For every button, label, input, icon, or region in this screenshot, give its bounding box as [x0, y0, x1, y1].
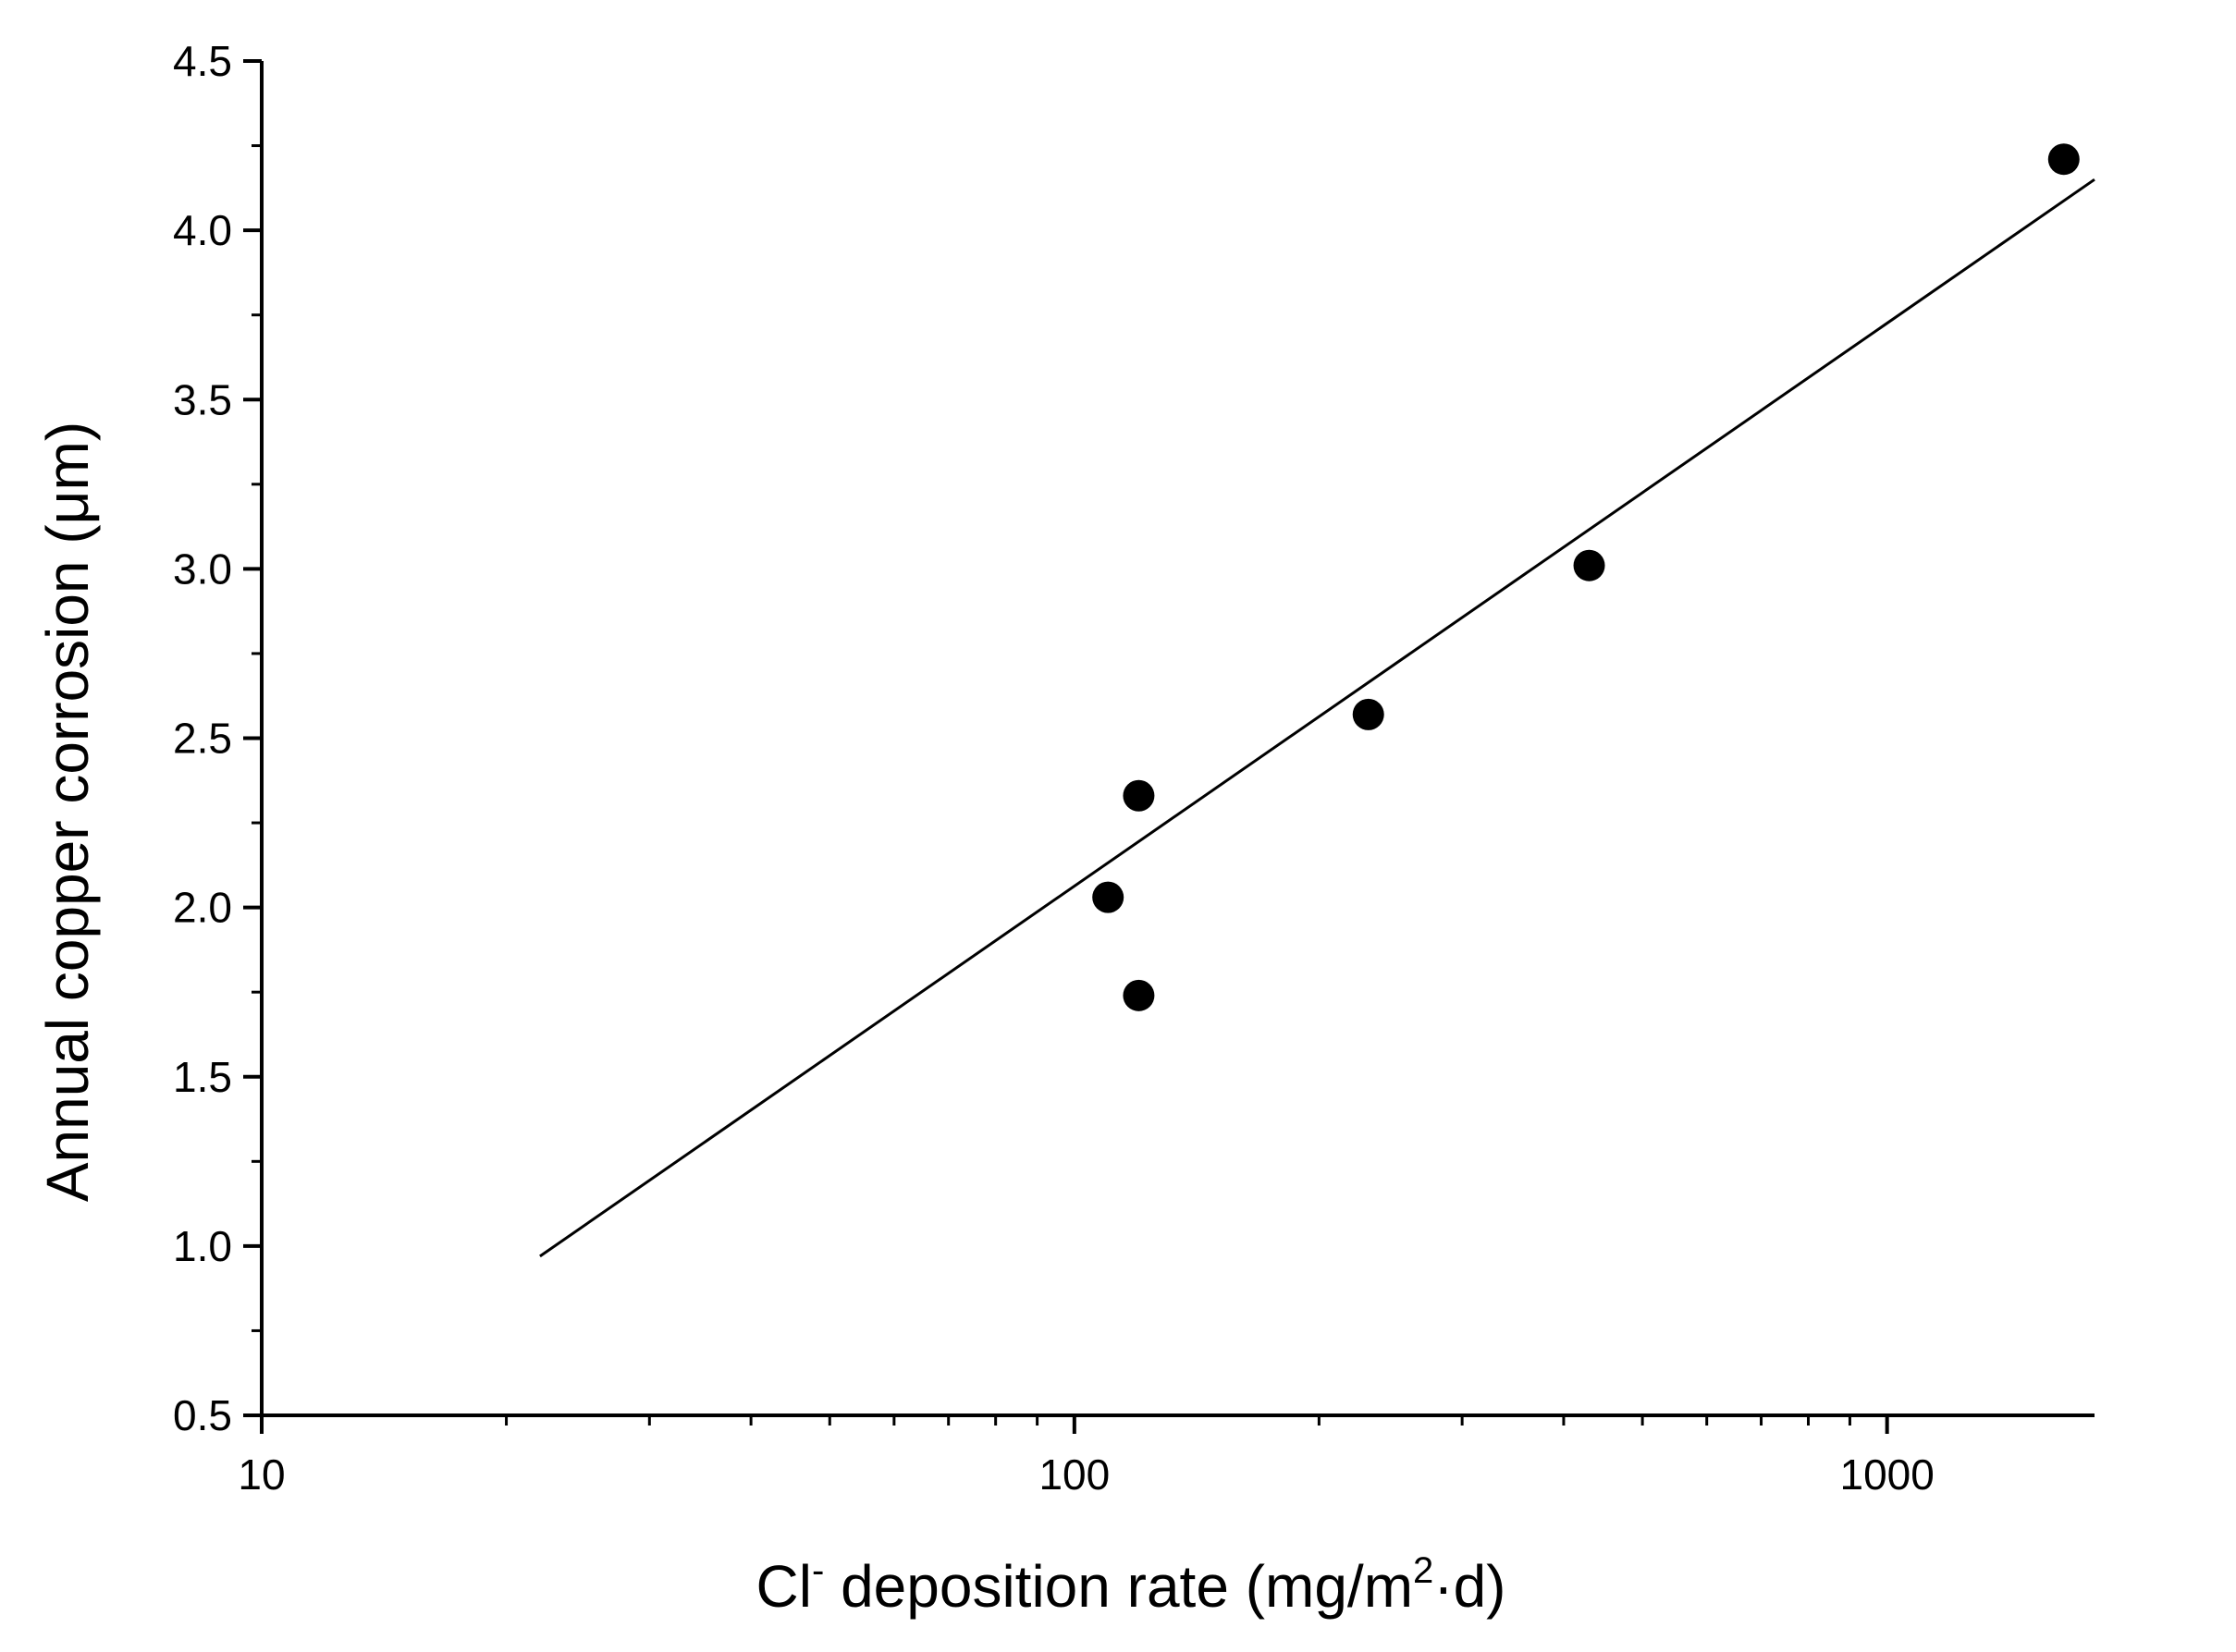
x-tick-label: 1000 [1839, 1450, 1934, 1499]
data-point [1352, 698, 1384, 730]
x-axis-title-prefix: Cl [756, 1553, 812, 1620]
y-tick-label: 1.5 [173, 1053, 232, 1101]
y-tick-label: 4.5 [173, 37, 232, 85]
fit-line-group [539, 177, 2095, 1258]
x-tick-label: 10 [238, 1450, 285, 1499]
data-point [1092, 881, 1124, 913]
y-axis-title: Annual copper corrosion (μm) [34, 422, 101, 1202]
data-point [1573, 549, 1605, 581]
y-tick-label: 3.0 [173, 545, 232, 593]
fit-line [539, 177, 2095, 1258]
data-point [1123, 979, 1155, 1011]
x-ticks: 10 100 1000 [238, 1415, 1935, 1499]
y-tick-label: 2.0 [173, 884, 232, 932]
x-axis-title-middle: deposition rate (mg/m [824, 1553, 1413, 1620]
data-points [1092, 143, 2080, 1011]
y-tick-label: 4.0 [173, 206, 232, 254]
data-point [1123, 779, 1155, 812]
x-tick-label: 100 [1038, 1450, 1110, 1499]
x-axis-title-suffix: ·d) [1433, 1553, 1505, 1620]
y-tick-label: 0.5 [173, 1391, 232, 1439]
x-axis-title-superscript: - [812, 1550, 824, 1591]
data-point [2047, 143, 2080, 176]
axes: 10 100 1000 0.5 1.0 1.5 2.0 2.5 3.0 3.5 4.0 4.5 [173, 37, 2095, 1499]
y-ticks: 0.5 1.0 1.5 2.0 2.5 3.0 3.5 4.0 4.5 [173, 37, 262, 1439]
x-axis-title: Cl- deposition rate (mg/m2·d) [756, 1550, 1506, 1620]
y-tick-label: 1.0 [173, 1222, 232, 1270]
x-axis-title-superscript2: 2 [1413, 1550, 1433, 1591]
y-tick-label: 3.5 [173, 375, 232, 423]
y-tick-label: 2.5 [173, 715, 232, 763]
